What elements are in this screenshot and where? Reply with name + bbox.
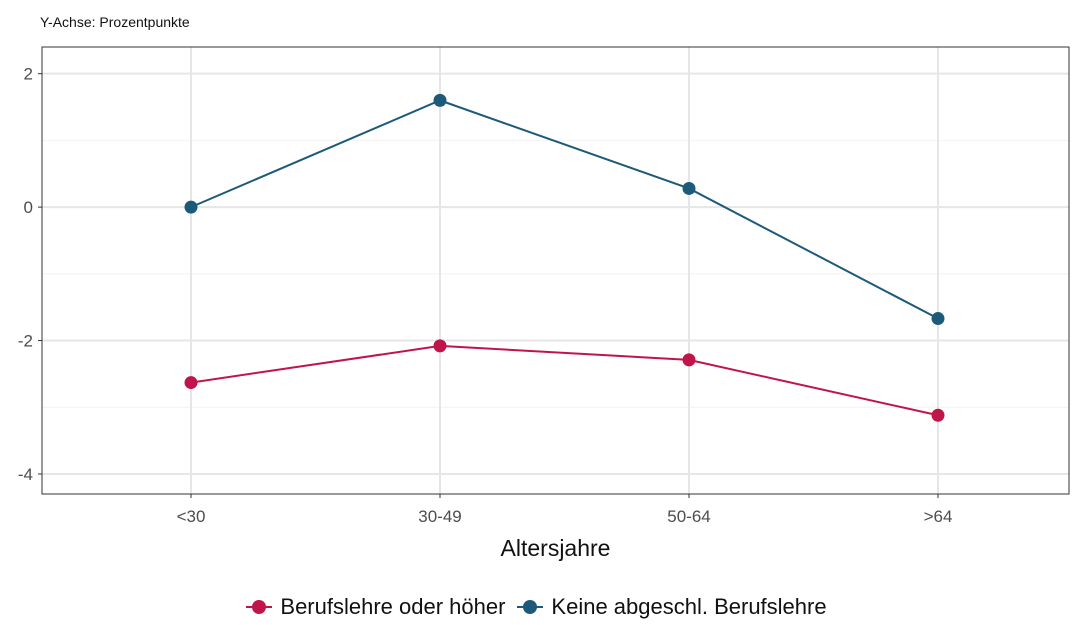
data-point xyxy=(931,312,945,326)
legend-key xyxy=(517,598,544,616)
x-tick-label: >64 xyxy=(924,507,953,526)
legend-item: Keine abgeschl. Berufslehre xyxy=(517,594,827,620)
legend-item: Berufslehre oder höher xyxy=(246,594,505,620)
data-point xyxy=(184,376,198,390)
data-point xyxy=(682,353,696,367)
y-axis-caption: Y-Achse: Prozentpunkte xyxy=(40,14,190,30)
y-tick-label: -2 xyxy=(18,332,33,351)
series-points xyxy=(184,93,945,422)
x-axis-label: Altersjahre xyxy=(501,535,611,561)
data-point xyxy=(433,339,447,353)
legend-label: Keine abgeschl. Berufslehre xyxy=(551,594,827,619)
data-point xyxy=(682,181,696,195)
legend-key xyxy=(246,598,273,616)
legend: Berufslehre oder höher Keine abgeschl. Be… xyxy=(0,594,1073,620)
legend-label: Berufslehre oder höher xyxy=(280,594,506,619)
data-point xyxy=(433,93,447,107)
y-tick-labels: -4 -2 0 2 xyxy=(18,65,42,484)
grid-lines xyxy=(42,47,1069,494)
y-tick-label: -4 xyxy=(18,465,33,484)
y-tick-label: 2 xyxy=(24,65,33,84)
line-chart: -4 -2 0 2 <30 30-49 50-64 >64 Altersjahre xyxy=(18,46,1070,561)
series-line-1 xyxy=(190,99,939,320)
series-line-0 xyxy=(190,344,939,417)
y-tick-label: 0 xyxy=(24,198,33,217)
data-point xyxy=(184,200,198,214)
plot-panel-border xyxy=(41,46,1070,495)
x-tick-label: 50-64 xyxy=(667,507,710,526)
x-tick-label: 30-49 xyxy=(418,507,461,526)
data-point xyxy=(931,408,945,422)
x-tick-label: <30 xyxy=(177,507,206,526)
series-lines xyxy=(190,99,939,417)
x-tick-labels: <30 30-49 50-64 >64 xyxy=(177,494,953,526)
